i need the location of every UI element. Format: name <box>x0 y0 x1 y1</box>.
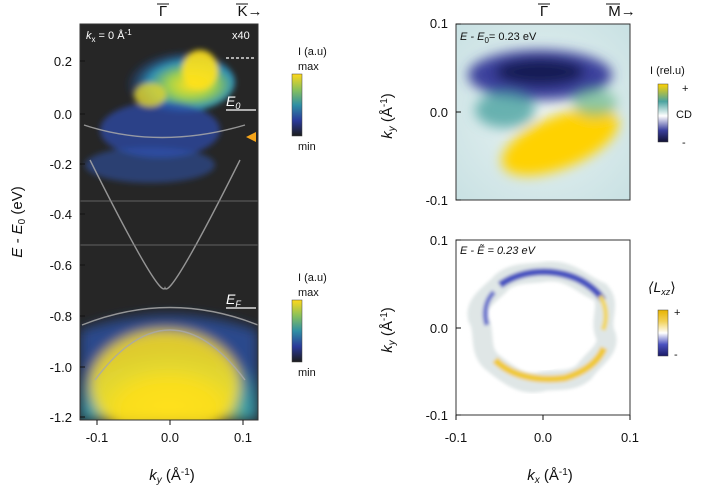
rb-y-axis: 0.1 0.0 -0.1 ky (Å-1) <box>379 233 461 423</box>
k-label: K→ <box>237 3 262 20</box>
gamma-label-left: Γ <box>159 3 167 20</box>
svg-text:CD: CD <box>676 109 692 121</box>
svg-text:-: - <box>674 349 678 361</box>
e0-label: E0 <box>226 93 240 111</box>
lxz-negative-arc <box>497 268 606 302</box>
svg-text:+: + <box>674 307 680 319</box>
rb-ytick: 0.0 <box>430 321 448 336</box>
right-bottom-lxz-panel <box>456 240 630 415</box>
lower-band-curve <box>81 306 258 326</box>
left-y-axis: 0.2 0.0 -0.2 -0.4 -0.6 -0.8 -1.0 -1.2 E … <box>9 54 85 425</box>
colorbar-top-left: I (a.u) max min <box>291 46 327 153</box>
left-arpes-panel <box>80 24 258 420</box>
inner-band-curve <box>94 329 246 381</box>
left-ytick: -0.2 <box>50 157 72 172</box>
right-top-cd-panel <box>456 24 630 200</box>
surface-band-curve <box>83 124 246 139</box>
lxz-positive-arc <box>492 346 608 383</box>
rb-x-axis: -0.1 0.0 0.1 kx (Å-1) <box>445 415 639 486</box>
left-y-axis-title: E - E0 (eV) <box>9 186 28 257</box>
rt-y-axis-title: ky (Å-1) <box>379 93 398 139</box>
left-ytick: 0.2 <box>54 54 72 69</box>
colorbar-lxz: ⟨Lxz⟩ + - <box>648 279 680 361</box>
v-band-curve <box>89 159 241 290</box>
svg-text:min: min <box>298 367 316 379</box>
rt-ytick: 0.0 <box>430 105 448 120</box>
rb-y-axis-title: ky (Å-1) <box>379 307 398 353</box>
rb-xtick: 0.0 <box>534 430 552 445</box>
left-xtick: 0.0 <box>161 430 179 445</box>
m-label: M→ <box>608 3 636 20</box>
rb-xtick: -0.1 <box>445 430 467 445</box>
left-xtick: -0.1 <box>86 430 108 445</box>
rb-ytick: -0.1 <box>426 408 448 423</box>
svg-text:-: - <box>682 137 686 149</box>
left-x-axis-title: ky (Å-1) <box>149 467 195 486</box>
left-x-axis: -0.1 0.0 0.1 ky (Å-1) <box>86 420 252 486</box>
left-ytick: -0.8 <box>50 309 72 324</box>
colorbar-cd: I (rel.u) + CD - <box>650 65 692 149</box>
rt-ytick: -0.1 <box>426 193 448 208</box>
svg-text:min: min <box>298 141 316 153</box>
left-ytick: -1.0 <box>50 360 72 375</box>
svg-text:max: max <box>298 61 319 73</box>
rb-energy-label: E - Ẽ = 0.23 eV <box>460 244 537 257</box>
rt-ytick: 0.1 <box>430 16 448 31</box>
svg-text:+: + <box>682 83 688 95</box>
zoom-label: x40 <box>232 30 250 42</box>
lxz-colorbar-title: ⟨Lxz⟩ <box>648 279 676 297</box>
svg-text:I (rel.u): I (rel.u) <box>650 65 685 77</box>
kx-label: kx = 0 Å-1 <box>86 28 132 44</box>
svg-text:max: max <box>298 287 319 299</box>
rb-x-axis-title: kx (Å-1) <box>527 467 573 486</box>
gamma-label-right: Γ <box>540 3 548 20</box>
left-ytick: -1.2 <box>50 410 72 425</box>
colorbar-bottom-left: I (a.u) max min <box>291 272 327 379</box>
rb-xtick: 0.1 <box>621 430 639 445</box>
left-ytick: 0.0 <box>54 107 72 122</box>
left-ytick: -0.4 <box>50 207 72 222</box>
svg-text:I (a.u): I (a.u) <box>298 272 327 284</box>
ef-label: EF <box>226 291 241 309</box>
left-xtick: 0.1 <box>234 430 252 445</box>
svg-text:I (a.u): I (a.u) <box>298 46 327 58</box>
rt-energy-label: E - E0= 0.23 eV <box>460 31 537 45</box>
arrow-marker-icon <box>246 132 256 142</box>
rb-ytick: 0.1 <box>430 233 448 248</box>
rt-y-axis: 0.1 0.0 -0.1 ky (Å-1) <box>379 16 461 208</box>
left-ytick: -0.6 <box>50 258 72 273</box>
